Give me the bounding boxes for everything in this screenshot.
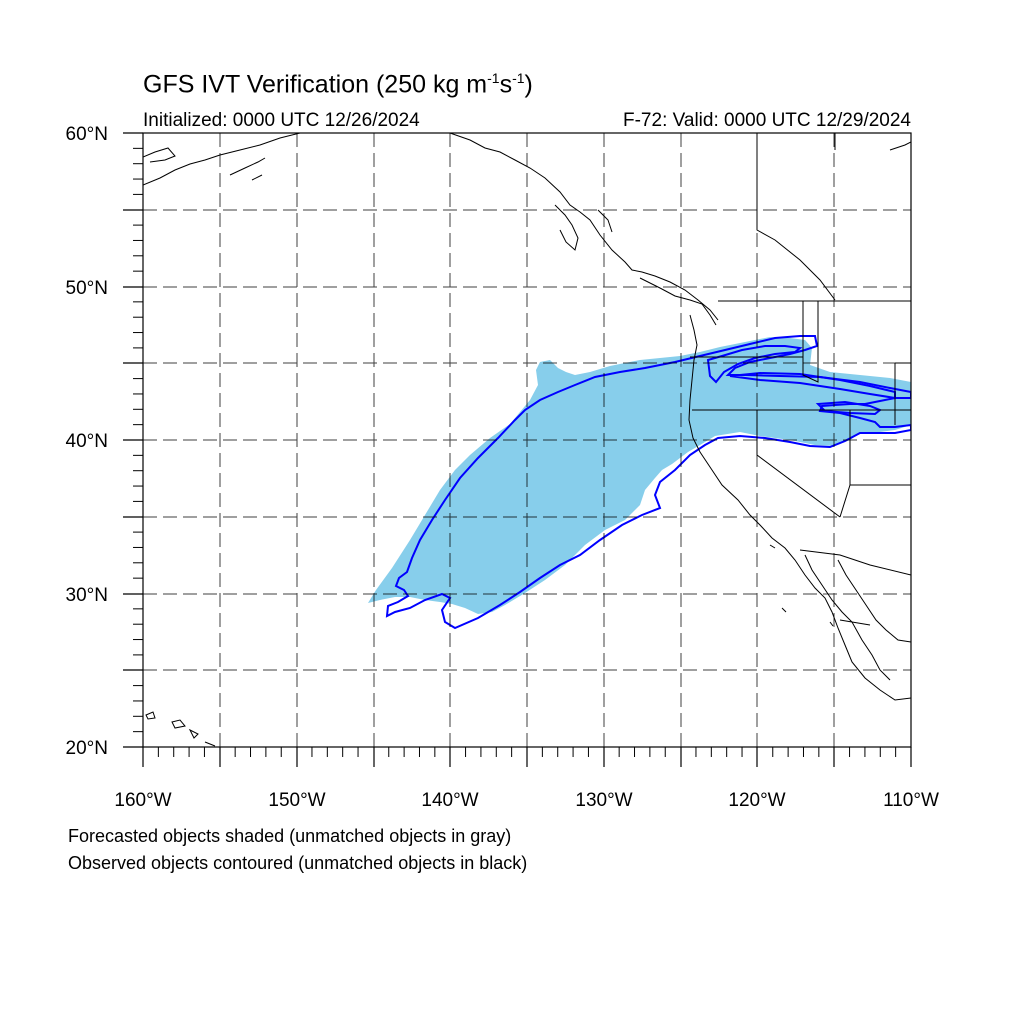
coastlines <box>143 133 911 747</box>
forecast-legend-note: Forecasted objects shaded (unmatched obj… <box>68 826 512 846</box>
observed-ivt-inner-contour <box>815 400 882 416</box>
lon-label: 150°W <box>268 790 325 811</box>
x-minor-ticks <box>157 747 897 757</box>
lat-label: 60°N <box>66 124 108 145</box>
lon-label: 130°W <box>575 790 632 811</box>
map-title: GFS IVT Verification (250 kg m-1s-1) <box>143 70 533 99</box>
forecast-ivt-object <box>368 337 911 614</box>
lat-label: 40°N <box>66 431 108 452</box>
lat-label: 50°N <box>66 278 108 299</box>
lon-label: 140°W <box>421 790 478 811</box>
y-major-ticks <box>123 132 143 748</box>
lon-label: 160°W <box>114 790 171 811</box>
x-major-ticks <box>142 747 912 767</box>
initialized-time: Initialized: 0000 UTC 12/26/2024 <box>143 110 420 131</box>
observed-ivt-inner-contour <box>706 345 803 384</box>
lat-label: 30°N <box>66 585 108 606</box>
lat-label: 20°N <box>66 738 108 759</box>
valid-time: F-72: Valid: 0000 UTC 12/29/2024 <box>623 110 911 131</box>
lon-label: 120°W <box>728 790 785 811</box>
observed-legend-note: Observed objects contoured (unmatched ob… <box>68 853 528 873</box>
lon-label: 110°W <box>883 790 939 811</box>
y-minor-ticks <box>133 147 143 733</box>
